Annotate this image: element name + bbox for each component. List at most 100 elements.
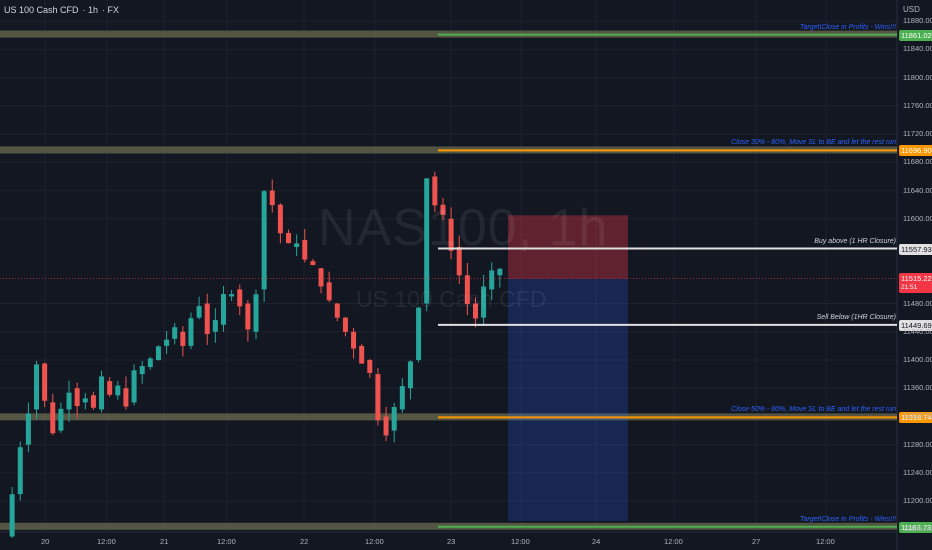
y-tick-label: 11240.00 — [903, 467, 932, 477]
x-tick-label: 23 — [447, 537, 456, 546]
candle-body — [399, 386, 405, 410]
interval-label[interactable]: 1h — [88, 5, 99, 15]
candle-body — [367, 360, 373, 373]
candle-body — [115, 385, 121, 396]
y-tick-label: 11640.00 — [903, 185, 932, 195]
y-tick-label: 11800.00 — [903, 72, 932, 82]
candle-body — [82, 398, 88, 403]
candle-body — [440, 204, 446, 215]
y-tick-label: 11600.00 — [903, 213, 932, 223]
exchange-label: FX — [107, 5, 120, 15]
level-label-3: Sell Below (1HR Closure) — [816, 313, 896, 321]
candle-body — [432, 176, 438, 206]
current-price-badge: 11515.22 21:51 — [899, 272, 932, 293]
candle-body — [17, 447, 23, 495]
price-badge-3: 11449.69 — [899, 319, 932, 331]
candle-body — [391, 407, 397, 431]
candle-body — [34, 364, 40, 410]
candle-body — [261, 191, 267, 290]
candle-body — [342, 317, 348, 332]
x-tick-label: 12:00 — [365, 537, 384, 546]
y-tick-label: 11160.00 — [903, 524, 932, 534]
candle-body — [164, 339, 170, 346]
y-tick-label: 11400.00 — [903, 355, 932, 364]
candle-body — [383, 416, 389, 436]
candle-body — [74, 388, 80, 407]
candle-body — [294, 243, 300, 248]
candle-body — [180, 331, 186, 346]
x-tick-label: 27 — [752, 537, 761, 546]
x-tick-label: 21 — [160, 537, 169, 546]
level-label-5: Target\Close in Profits - Wins!!! — [799, 515, 896, 523]
y-tick-label: 11840.00 — [903, 44, 932, 54]
candle-body — [245, 303, 251, 330]
watermark-description: US 100 Cash CFD — [356, 286, 547, 312]
x-tick-label: 12:00 — [217, 537, 236, 546]
candle-body — [196, 306, 202, 318]
candle-body — [326, 282, 332, 301]
level-label-2: Buy above (1 HR Closure) — [814, 237, 896, 245]
candle-body — [220, 294, 226, 325]
stop-loss-zone — [508, 215, 628, 279]
price-badge-2: 11557.93 — [899, 243, 932, 255]
level-label-1: Close 30% - 80%, Move SL to BE and let t… — [731, 139, 896, 147]
candle-body — [204, 303, 210, 335]
candle-body — [277, 204, 283, 234]
candle-body — [58, 408, 64, 431]
candle-body — [359, 345, 365, 364]
price-badge-5: 11163.73 — [899, 521, 932, 533]
price-badge-1: 11696.90 — [899, 145, 932, 157]
candle-body — [155, 346, 161, 360]
watermark-ticker: NAS100, 1h — [318, 199, 609, 257]
x-tick-label: 20 — [41, 537, 50, 546]
x-tick-label: 22 — [300, 537, 309, 546]
candle-body — [318, 268, 324, 287]
candle-body — [351, 331, 357, 349]
candle-body — [9, 494, 15, 537]
x-tick-label: 12:00 — [97, 537, 116, 546]
y-tick-label: 11880.00 — [903, 16, 932, 26]
candle-body — [229, 294, 235, 297]
candle-body — [424, 178, 430, 304]
candle-body — [66, 392, 72, 410]
level-label-4: Close 50% - 80%, Move SL to BE and let t… — [731, 406, 896, 414]
candle-body — [407, 361, 413, 389]
candle-body — [25, 413, 31, 445]
y-tick-label: 11760.00 — [903, 100, 932, 110]
candle-body — [212, 320, 218, 332]
y-tick-label: 11280.00 — [903, 439, 932, 449]
symbol-name: US 100 Cash CFD — [4, 5, 79, 15]
candle-body — [188, 318, 194, 346]
x-tick-label: 12:00 — [511, 537, 530, 546]
y-tick-label: 11360.00 — [903, 383, 932, 393]
price-badge-4: 11318.74 — [899, 412, 932, 424]
y-tick-label: 11720.00 — [903, 129, 932, 139]
candle-body — [237, 289, 243, 307]
x-tick-label: 12:00 — [816, 537, 835, 546]
candle-body — [456, 247, 462, 276]
candle-body — [90, 395, 96, 408]
symbol-header[interactable]: US 100 Cash CFD · 1h · FX — [4, 5, 120, 15]
candle-body — [99, 376, 105, 410]
price-badge-0: 11861.02 — [899, 29, 932, 41]
y-tick-label: 11480.00 — [903, 298, 932, 308]
candle-body — [489, 270, 495, 290]
y-tick-label: 11680.00 — [903, 157, 932, 167]
current-price-value: 11515.22 — [901, 273, 932, 283]
bar-countdown: 21:51 — [901, 283, 918, 291]
candle-body — [472, 303, 478, 319]
candle-body — [131, 370, 137, 403]
y-tick-label: 11200.00 — [903, 496, 932, 506]
currency-label: USD — [903, 5, 920, 14]
candle-body — [253, 294, 259, 332]
candle-body — [302, 240, 308, 260]
candle-body — [42, 363, 48, 401]
candle-body — [107, 381, 113, 395]
candle-body — [50, 402, 56, 434]
candle-body — [310, 261, 316, 265]
y-tick-label: 11440.00 — [903, 326, 932, 336]
take-profit-zone — [508, 278, 628, 521]
candle-body — [334, 303, 340, 318]
candle-body — [481, 286, 487, 318]
